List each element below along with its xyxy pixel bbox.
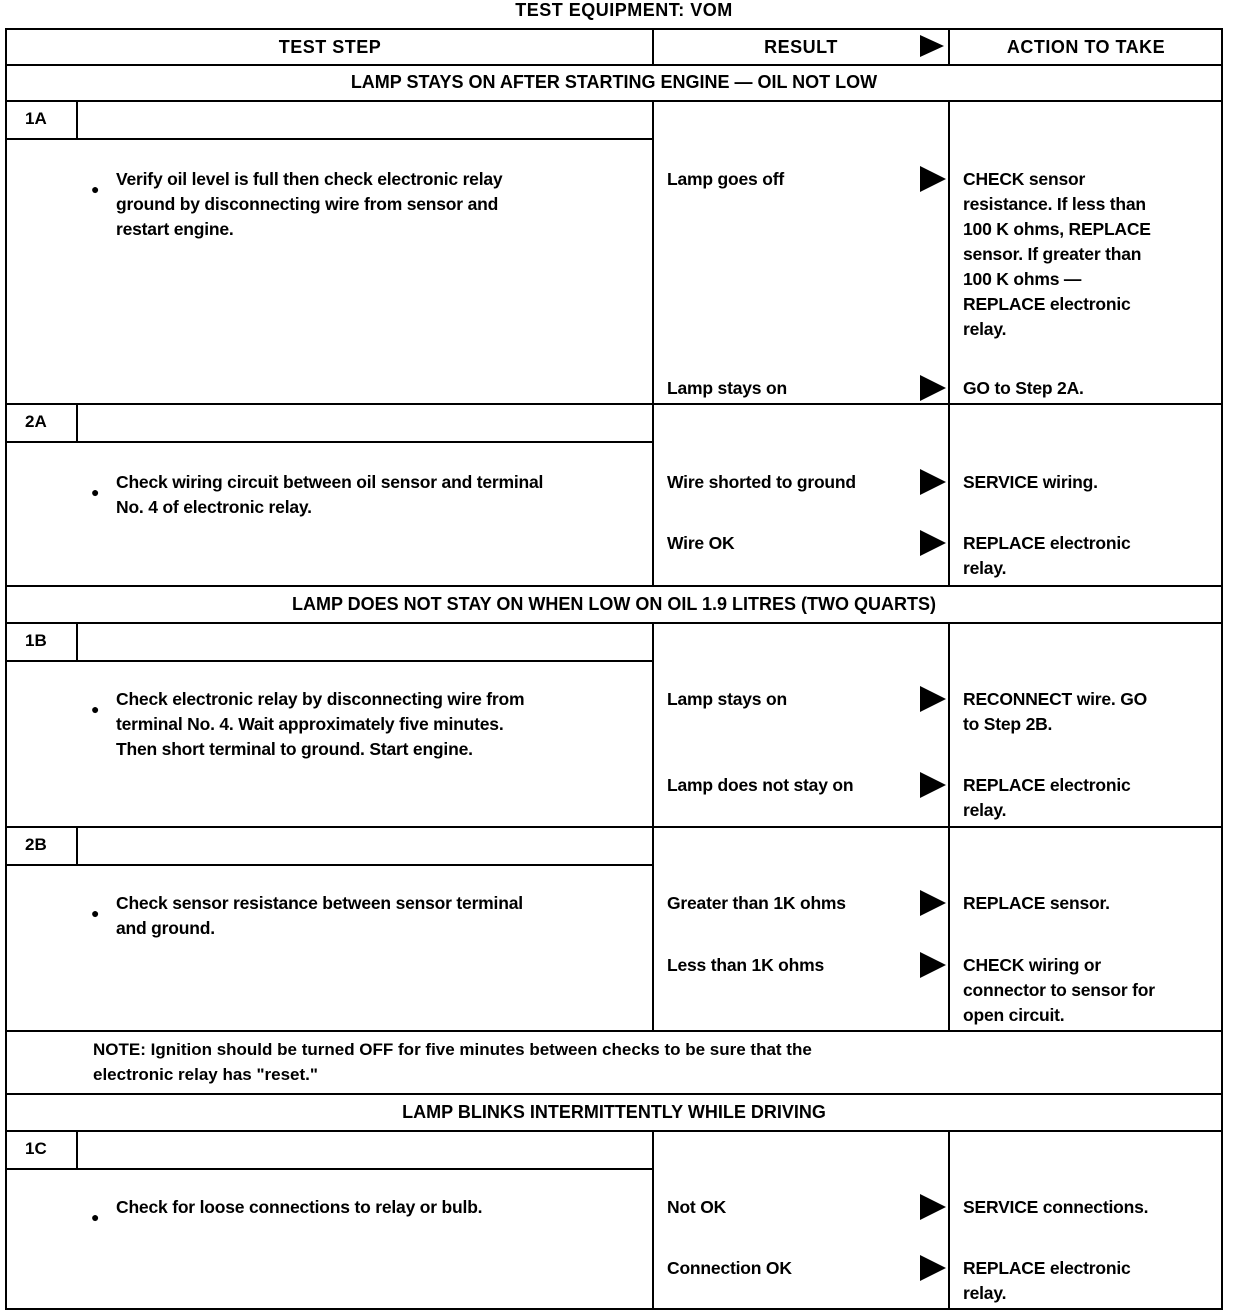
result-text: Lamp does not stay on: [667, 775, 854, 795]
divider: [652, 405, 654, 587]
header-result: RESULT: [764, 37, 838, 57]
action-text: REPLACE electronic relay.: [963, 533, 1131, 578]
divider: [7, 864, 653, 866]
test-equipment-title: TEST EQUIPMENT: VOM: [515, 0, 733, 20]
step-instruction: Check sensor resistance between sensor t…: [116, 893, 523, 938]
result-arrow-icon: [920, 772, 946, 798]
divider: [948, 102, 950, 405]
divider: [948, 828, 950, 1032]
action-text: REPLACE electronic relay.: [963, 775, 1131, 820]
section-header: LAMP BLINKS INTERMITTENTLY WHILE DRIVING: [402, 1102, 826, 1122]
divider: [76, 828, 78, 865]
result-text: Wire shorted to ground: [667, 472, 856, 492]
step-id: 2A: [25, 412, 47, 431]
divider: [948, 624, 950, 828]
bullet-icon: ●: [91, 181, 100, 197]
divider: [948, 405, 950, 587]
action-text: SERVICE connections.: [963, 1197, 1149, 1217]
divider: [652, 1132, 654, 1310]
result-arrow-icon: [920, 469, 946, 495]
action-text: REPLACE electronic relay.: [963, 1258, 1131, 1303]
divider: [7, 100, 1221, 102]
step-instruction: Verify oil level is full then check elec…: [116, 169, 503, 239]
section-header: LAMP STAYS ON AFTER STARTING ENGINE — OI…: [350, 72, 878, 92]
result-text: Wire OK: [667, 533, 735, 553]
result-text: Connection OK: [667, 1258, 792, 1278]
action-text: CHECK sensor resistance. If less than 10…: [963, 169, 1151, 339]
step-instruction: Check wiring circuit between oil sensor …: [116, 472, 544, 517]
divider: [7, 64, 1221, 66]
result-arrow-icon: [920, 530, 946, 556]
result-arrow-icon: [920, 1255, 946, 1281]
bullet-icon: ●: [91, 1209, 100, 1225]
section-header: LAMP DOES NOT STAY ON WHEN LOW ON OIL 1.…: [291, 594, 937, 614]
step-id: 1B: [25, 631, 47, 650]
action-text: RECONNECT wire. GO to Step 2B.: [963, 689, 1148, 734]
divider: [7, 826, 1221, 828]
divider: [7, 1168, 653, 1170]
divider: [652, 624, 654, 828]
divider: [7, 403, 1221, 405]
result-arrow-icon: [920, 166, 946, 192]
result-arrow-icon: [920, 890, 946, 916]
divider: [7, 138, 653, 140]
divider: [7, 660, 653, 662]
divider: [76, 1132, 78, 1169]
action-text: SERVICE wiring.: [963, 472, 1098, 492]
action-text: GO to Step 2A.: [963, 378, 1084, 398]
result-text: Less than 1K ohms: [667, 955, 825, 975]
step-id: 1C: [25, 1139, 47, 1158]
step-id: 2B: [25, 835, 47, 854]
action-text: CHECK wiring or connector to sensor for …: [963, 955, 1155, 1025]
divider: [7, 1030, 1221, 1032]
bullet-icon: ●: [91, 905, 100, 921]
step-id: 1A: [25, 109, 47, 128]
divider: [7, 622, 1221, 624]
divider: [948, 30, 950, 65]
result-arrow-icon: [920, 375, 946, 401]
divider: [652, 828, 654, 1032]
divider: [76, 102, 78, 139]
divider: [652, 30, 654, 65]
header-test-step: TEST STEP: [278, 37, 382, 57]
divider: [76, 624, 78, 661]
result-text: Lamp stays on: [667, 378, 787, 398]
divider: [76, 405, 78, 442]
divider: [7, 441, 653, 443]
result-arrow-icon: [920, 1194, 946, 1220]
divider: [7, 1093, 1221, 1095]
note-text: NOTE: Ignition should be turned OFF for …: [93, 1040, 812, 1084]
step-instruction: Check for loose connections to relay or …: [116, 1197, 483, 1217]
result-text: Lamp stays on: [667, 689, 787, 709]
divider: [948, 1132, 950, 1310]
result-arrow-icon: [920, 952, 946, 978]
result-text: Not OK: [667, 1197, 727, 1217]
divider: [7, 585, 1221, 587]
divider: [652, 102, 654, 405]
header-arrow-icon: [920, 35, 944, 57]
diagnostic-table: TEST STEP RESULT ACTION TO TAKE LAMP STA…: [5, 28, 1223, 1310]
divider: [7, 1130, 1221, 1132]
action-text: REPLACE sensor.: [963, 893, 1110, 913]
bullet-icon: ●: [91, 701, 100, 717]
divider: [7, 1308, 1221, 1310]
header-action: ACTION TO TAKE: [1006, 37, 1166, 57]
result-text: Lamp goes off: [667, 169, 784, 189]
result-text: Greater than 1K ohms: [667, 893, 846, 913]
step-instruction: Check electronic relay by disconnecting …: [116, 689, 525, 759]
bullet-icon: ●: [91, 484, 100, 500]
result-arrow-icon: [920, 686, 946, 712]
